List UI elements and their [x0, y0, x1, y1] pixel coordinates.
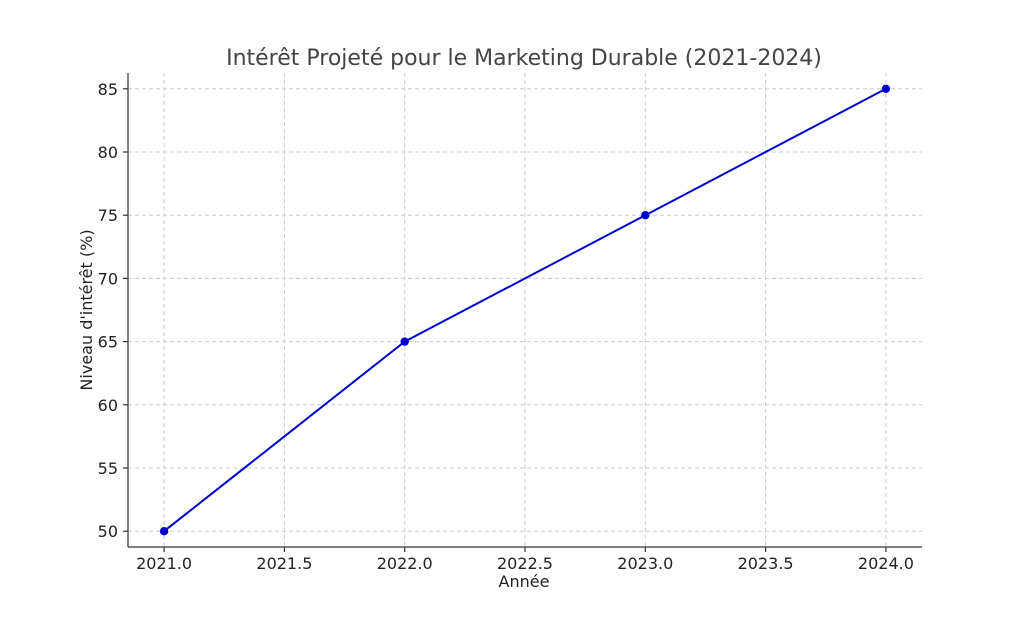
y-tick-label: 50: [98, 522, 118, 541]
data-point: [881, 84, 891, 94]
y-tick-label: 55: [98, 459, 118, 478]
x-tick-label: 2023.5: [738, 554, 794, 573]
y-tick-label: 60: [98, 396, 118, 415]
grid: [128, 73, 922, 547]
x-tick-label: 2024.0: [858, 554, 914, 573]
data-point: [400, 337, 409, 346]
y-tick-label: 65: [98, 333, 118, 352]
x-tick-label: 2022.0: [377, 554, 433, 573]
chart-title: Intérêt Projeté pour le Marketing Durabl…: [226, 46, 822, 71]
x-tick-label: 2022.5: [497, 554, 553, 573]
ticks: 2021.0 2021.5 2022.0 2022.5 2023.0 2023.5 2024…: [98, 80, 914, 573]
y-tick-label: 80: [98, 143, 118, 162]
y-tick-label: 75: [98, 206, 118, 225]
y-tick-label: 70: [98, 269, 118, 288]
x-axis-label: Année: [499, 572, 550, 591]
x-tick-label: 2023.0: [617, 554, 673, 573]
x-tick-label: 2021.5: [256, 554, 312, 573]
y-tick-label: 85: [98, 80, 118, 99]
data-point: [641, 211, 650, 220]
series-line: [163, 87, 887, 532]
series: [159, 84, 891, 536]
y-axis-label: Niveau d'intérêt (%): [77, 229, 96, 390]
data-point: [159, 527, 169, 536]
x-tick-label: 2021.0: [136, 554, 192, 573]
